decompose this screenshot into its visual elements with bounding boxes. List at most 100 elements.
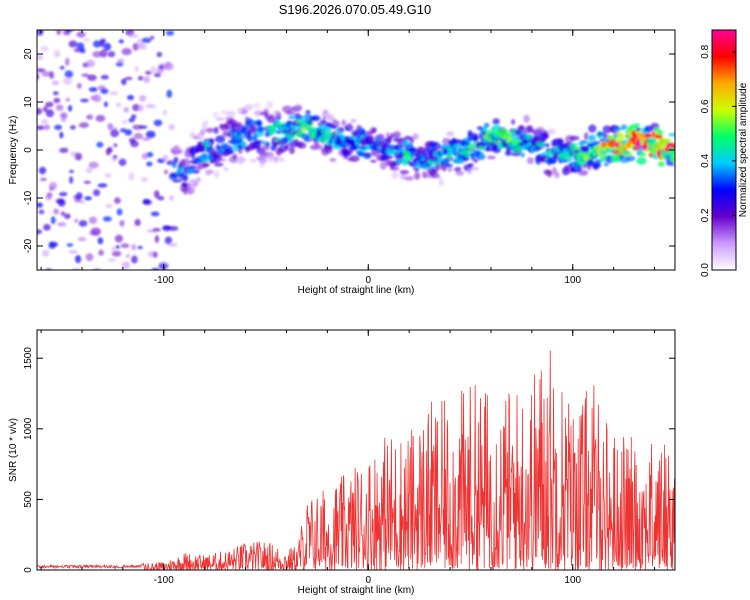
- spectrogram-cell-72: [76, 31, 86, 38]
- spectrogram-ytick-label: 20: [23, 48, 34, 60]
- spectrogram-cell-301: [205, 127, 215, 133]
- spectrogram-cell-33: [53, 97, 61, 104]
- spectrogram-cell-223: [168, 226, 179, 231]
- spectrogram-cell-2: [37, 73, 40, 81]
- spectrogram-cell-175: [141, 272, 145, 276]
- spectrogram-cell-985: [527, 157, 534, 165]
- spectrogram-cell-168: [137, 75, 144, 81]
- spectrogram-cell-60: [70, 125, 76, 130]
- spectrogram-cell-1201: [625, 155, 636, 162]
- spectrogram-cell-812: [447, 167, 453, 172]
- spectrogram-cell-46: [59, 147, 69, 153]
- spectrogram-cell-30: [53, 208, 59, 215]
- spectrogram-cell-1168: [607, 139, 617, 148]
- spectrogram-cell-14: [40, 46, 49, 52]
- spectrogram-cell-188: [145, 104, 156, 109]
- spectrogram-cell-138: [119, 220, 125, 227]
- spectrogram-cell-106: [98, 249, 104, 256]
- spectrogram-ytick-label: -10: [23, 190, 34, 205]
- spectrogram-cell-1154: [602, 125, 612, 134]
- spectrogram-cell-834: [455, 170, 464, 176]
- spectrogram-cell-1295: [668, 132, 675, 137]
- spectrogram-cell-744: [414, 172, 421, 180]
- spectrogram-cell-1268: [655, 134, 663, 139]
- spectrogram-cell-122: [107, 51, 116, 58]
- spectrogram-cell-115: [103, 42, 112, 51]
- spectrogram-cell-633: [365, 153, 371, 158]
- spectrogram-cell-1294: [669, 161, 675, 166]
- spectrogram-cell-145: [122, 119, 128, 125]
- spectrogram-cell-149: [121, 48, 132, 56]
- spectrogram-cell-172: [139, 95, 147, 102]
- spectrogram-cell-129: [113, 143, 118, 148]
- snr-series-line: [37, 350, 675, 570]
- spectrogram-cell-224: [167, 242, 178, 247]
- spectrogram-cell-1118: [587, 134, 596, 142]
- spectrogram-cell-459: [284, 143, 290, 150]
- spectrogram-cell-312: [212, 111, 220, 119]
- spectrogram-cell-21: [45, 109, 55, 118]
- spectrogram-cell-43: [59, 65, 65, 70]
- spectrogram-cell-32: [51, 80, 59, 86]
- spectrogram-cell-211: [164, 169, 168, 175]
- spectrogram-cell-881: [480, 152, 485, 157]
- spectrogram-cell-199: [156, 51, 163, 58]
- spectrogram-cell-3: [37, 54, 44, 60]
- spectrogram-cell-174: [141, 176, 149, 182]
- spectrogram-cell-165: [132, 124, 143, 130]
- spectrogram-cell-95: [88, 161, 99, 169]
- spectrogram-cell-1136: [594, 162, 602, 168]
- spectrogram-cell-602: [349, 135, 356, 140]
- spectrogram-cell-1184: [617, 133, 625, 141]
- spectrogram-cell-679: [387, 135, 392, 144]
- spectrogram-xtick-label: 100: [564, 275, 581, 286]
- spectrogram-cell-662: [377, 134, 385, 139]
- spectrogram-cell-134: [114, 197, 121, 204]
- spectrogram-cell-9: [40, 177, 47, 182]
- spectrogram-cell-596: [347, 122, 352, 129]
- spectrogram-cell-151: [124, 76, 133, 81]
- colorbar-gradient: [711, 29, 737, 271]
- snr-ytick-label: 0: [23, 567, 34, 573]
- spectrogram-cell-143: [120, 128, 127, 133]
- spectrogram-cell-146: [120, 243, 130, 248]
- spectrogram-cell-740: [412, 133, 419, 140]
- spectrogram-cell-370: [240, 157, 247, 162]
- spectrogram-cell-304: [207, 138, 215, 143]
- spectrogram-cell-322: [215, 135, 226, 143]
- spectrogram-cell-200: [153, 119, 163, 127]
- spectrogram-cell-185: [146, 151, 154, 158]
- spectrogram-cell-187: [145, 130, 156, 139]
- spectrogram-cell-270: [193, 179, 199, 187]
- spectrogram-cell-647: [370, 159, 377, 163]
- spectrogram-cell-336: [223, 167, 229, 171]
- spectrogram-cell-173: [138, 104, 144, 112]
- spectrogram-cell-38: [55, 104, 64, 111]
- spectrogram-cell-1103: [579, 140, 588, 145]
- spectrogram-cell-809: [444, 163, 453, 168]
- spectrogram-cell-56: [66, 243, 74, 247]
- spectrogram-cell-648: [370, 127, 376, 134]
- spectrogram-cell-352: [232, 153, 238, 160]
- spectrogram-cell-1241: [644, 133, 652, 138]
- spectrogram-cell-384: [246, 135, 254, 142]
- spectrogram-cell-1124: [588, 124, 597, 133]
- spectrogram-cell-1036: [547, 128, 556, 135]
- spectrogram-cell-181: [143, 76, 151, 83]
- spectrogram-cell-147: [123, 107, 130, 113]
- spectrogram-cell-1023: [544, 143, 550, 148]
- spectrogram-cell-950: [511, 119, 516, 125]
- spectrogram-cell-40: [58, 199, 66, 207]
- spectrogram-cell-0: [37, 107, 43, 115]
- spectrogram-cell-153: [127, 94, 134, 101]
- spectrogram-cell-11: [38, 166, 47, 175]
- spectrogram-cell-158: [131, 243, 137, 251]
- snr-ytick-label: 1000: [23, 417, 34, 440]
- spectrogram-xlabel: Height of straight line (km): [298, 285, 415, 296]
- spectrogram-cell-290: [201, 152, 208, 159]
- spectrogram-cell-465: [285, 110, 295, 116]
- spectrogram-cell-98: [90, 227, 102, 236]
- spectrogram-cell-421: [266, 100, 273, 109]
- spectrogram-cell-55: [68, 105, 73, 112]
